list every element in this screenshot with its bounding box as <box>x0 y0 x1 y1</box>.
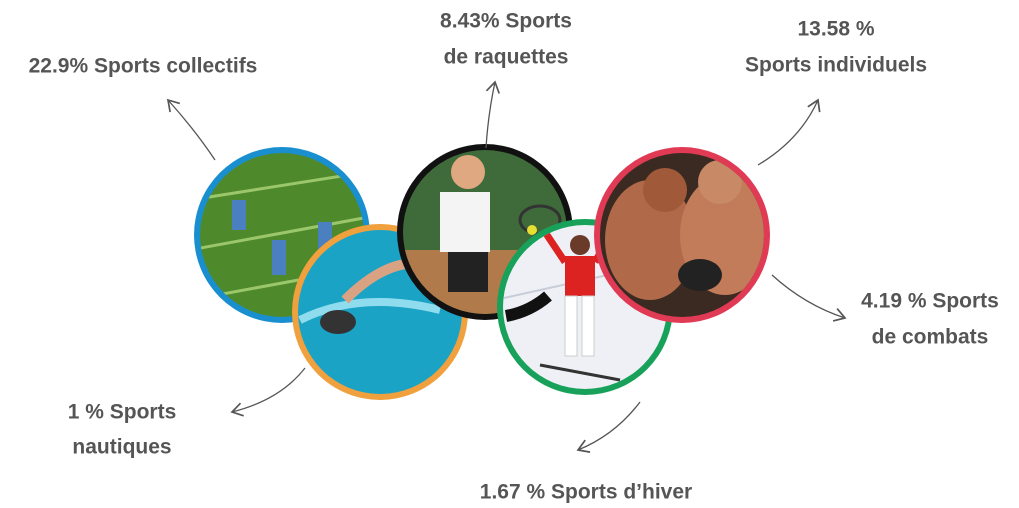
arrow <box>578 402 640 450</box>
label: de raquettes <box>444 46 569 69</box>
label: Sports individuels <box>745 54 927 77</box>
label: 1 % Sports <box>68 401 177 424</box>
label: 13.58 % <box>797 18 874 41</box>
infographic: 22.9% Sports collectifs 8.43% Sports de … <box>0 0 1019 508</box>
label: 1.67 % Sports d’hiver <box>480 481 692 504</box>
arrow <box>486 82 495 148</box>
arrow <box>758 100 818 165</box>
label: de combats <box>872 326 989 349</box>
label: nautiques <box>72 436 171 459</box>
label: 8.43% Sports <box>440 10 572 33</box>
arrow <box>232 368 305 412</box>
label: 4.19 % Sports <box>861 290 999 313</box>
label: 22.9% Sports collectifs <box>29 55 258 78</box>
arrow <box>772 275 845 318</box>
arrow <box>168 100 215 160</box>
